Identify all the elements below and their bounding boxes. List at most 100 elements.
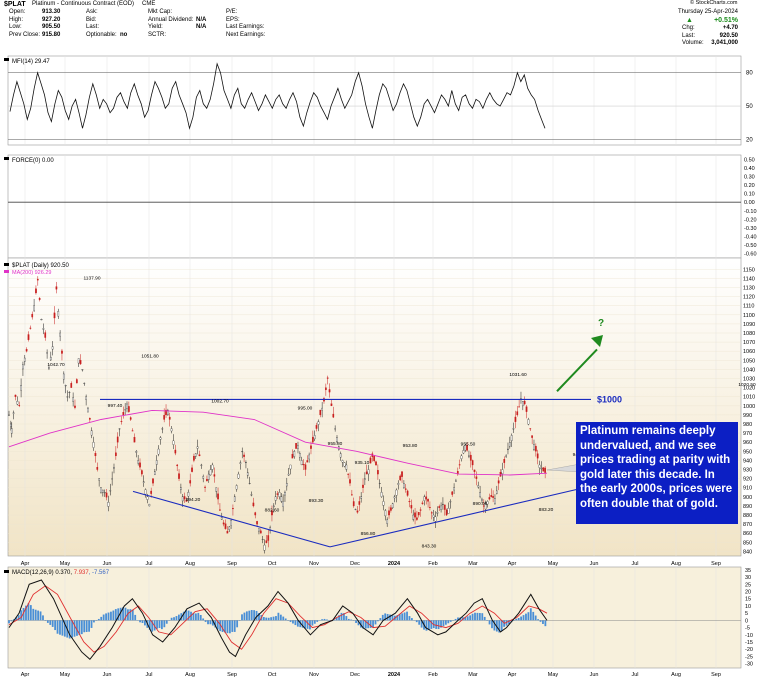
macd-histogram-bar (25, 605, 27, 621)
price-candle (521, 401, 524, 407)
price-x-tick-label: May (548, 561, 559, 567)
macd-histogram-bar (224, 620, 226, 633)
quote-value: no (120, 31, 128, 38)
quote-value: N/A (196, 24, 207, 31)
price-candle (187, 492, 190, 497)
price-candle (447, 508, 450, 514)
price-tick-label: 930 (743, 468, 752, 474)
macd-histogram-bar (306, 620, 309, 629)
macd-histogram-bar (165, 620, 168, 624)
price-candle (118, 428, 121, 430)
price-tick-label: 910 (743, 486, 752, 492)
force-tick-label: 0.20 (744, 183, 755, 189)
callout-box: Platinum remains deeply undervalued, and… (576, 422, 738, 524)
price-candle (68, 392, 71, 393)
price-tick-label: 990 (743, 413, 752, 419)
support-line-right (329, 487, 585, 548)
price-candle (330, 403, 333, 406)
force-tick-label: 0.50 (744, 157, 755, 163)
macd-histogram-bar (367, 620, 370, 629)
macd-x-tick-label: May (548, 672, 559, 678)
price-candle (544, 467, 546, 473)
macd-histogram-bar (321, 619, 323, 621)
price-tick-label: 960 (743, 440, 752, 446)
price-candle (427, 499, 429, 502)
price-tick-label: 1070 (743, 340, 755, 346)
macd-histogram-bar (233, 620, 236, 632)
quote-label: High: (9, 16, 24, 23)
price-annotation: 856.80 (361, 531, 376, 537)
price-candle (107, 502, 110, 507)
price-candle (473, 469, 476, 472)
macd-histogram-bar (408, 616, 411, 621)
price-candle (393, 496, 396, 499)
macd-histogram-bar (471, 613, 474, 621)
price-candle (139, 462, 141, 468)
macd-histogram-bar (539, 620, 542, 622)
copyright: © StockCharts.com (690, 0, 738, 6)
support-line-left (132, 490, 331, 548)
macd-histogram-bar (226, 620, 229, 634)
macd-histogram-bar (88, 620, 90, 632)
price-candle (94, 453, 97, 457)
price-candle (334, 428, 336, 430)
macd-histogram-bar (503, 620, 506, 627)
price-candle (529, 428, 532, 430)
price-candle (373, 456, 376, 462)
macd-title-part: 7.937 (74, 570, 90, 576)
force-tick-label: 0.30 (744, 174, 755, 180)
price-candle (185, 500, 188, 502)
price-tick-label: 970 (743, 431, 752, 437)
macd-histogram-bar (22, 607, 25, 621)
macd-histogram-bar (508, 620, 510, 624)
price-candle (154, 471, 156, 475)
macd-tick-label: -20 (745, 647, 753, 653)
macd-histogram-bar (301, 620, 304, 628)
price-candle (22, 364, 24, 370)
price-candle (85, 396, 87, 400)
price-candle (254, 512, 257, 516)
macd-histogram-bar (335, 617, 338, 621)
price-annotation: 997.40 (108, 403, 123, 409)
macd-histogram-bar (343, 613, 345, 621)
quote-label: Open: (9, 9, 26, 15)
macd-histogram-bar (454, 618, 457, 621)
price-candle (70, 383, 73, 388)
price-candle (523, 400, 526, 405)
macd-histogram-bar (144, 620, 146, 626)
price-candle (55, 286, 58, 290)
price-candle (239, 462, 242, 464)
price-candle (438, 506, 441, 508)
price-candle (172, 440, 175, 445)
macd-histogram-bar (207, 620, 209, 625)
macd-histogram-bar (141, 620, 144, 623)
macd-signal-line (8, 585, 548, 653)
macd-histogram-bar (102, 614, 105, 621)
price-candle (536, 453, 539, 459)
price-candle (213, 474, 216, 477)
price-candle (220, 517, 223, 520)
macd-x-tick-label: Aug (671, 672, 681, 678)
price-x-tick-label: Jul (631, 561, 638, 567)
macd-histogram-bar (129, 609, 132, 621)
macd-histogram-bar (248, 610, 251, 621)
price-candle (430, 512, 433, 514)
price-candle (510, 435, 513, 441)
macd-histogram-bar (262, 617, 265, 621)
macd-histogram-bar (316, 620, 319, 622)
force-tick-label: 0.00 (744, 200, 755, 206)
price-candle (261, 539, 264, 540)
price-candle (399, 475, 402, 481)
price-candle (48, 367, 50, 369)
price-candle (232, 508, 234, 510)
price-candle (451, 491, 454, 495)
macd-histogram-bar (250, 609, 253, 621)
quote-value: 920.50 (719, 32, 738, 39)
price-candle (10, 423, 12, 427)
macd-histogram-bar (216, 620, 219, 630)
macd-tick-label: 0 (745, 618, 748, 624)
price-candle (434, 516, 437, 522)
macd-histogram-bar (374, 620, 377, 625)
macd-histogram-bar (457, 617, 459, 621)
price-candle (233, 496, 236, 502)
